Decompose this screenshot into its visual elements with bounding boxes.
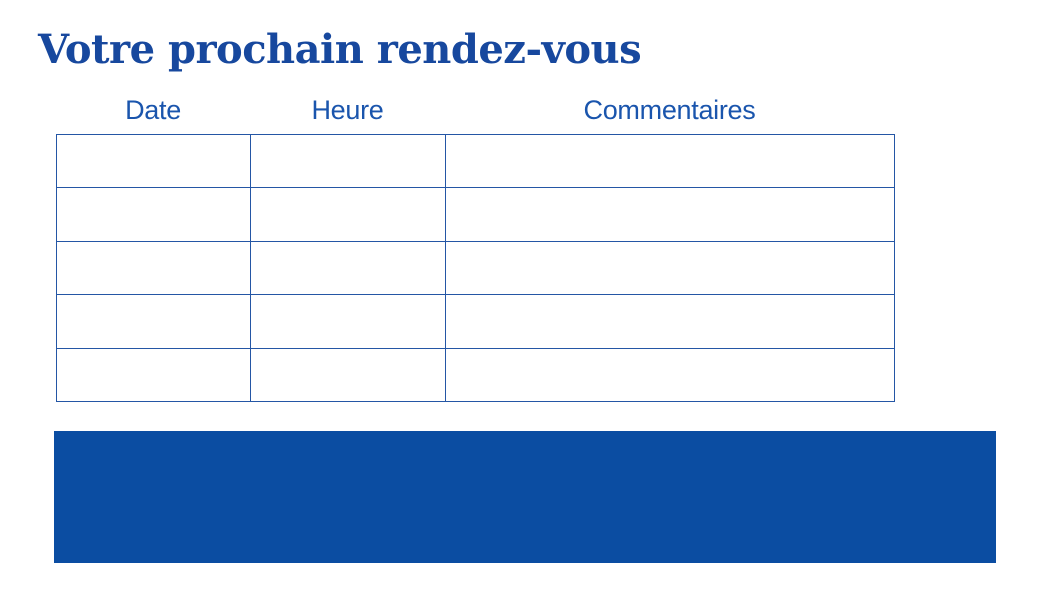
table-cell (445, 294, 895, 349)
table-cell (250, 133, 446, 189)
table-row (56, 347, 895, 402)
table-cell (250, 294, 446, 349)
table-cell (250, 240, 446, 296)
table-cell (445, 133, 895, 189)
column-header-commentaires: Commentaires (583, 95, 756, 125)
table-cell (56, 240, 251, 296)
appointments-table (56, 133, 895, 402)
table-cell (56, 294, 251, 349)
table-cell (250, 187, 446, 242)
table-cell (56, 187, 251, 242)
table-cell (56, 347, 251, 402)
table-row (56, 294, 895, 349)
appointments-table-body (56, 133, 895, 402)
table-cell (445, 347, 895, 402)
table-cell (445, 240, 895, 296)
bottom-banner (54, 431, 996, 563)
table-row (56, 240, 895, 296)
column-header-heure: Heure (311, 95, 384, 125)
table-row (56, 187, 895, 242)
table-row (56, 133, 895, 189)
page-title: Votre prochain rendez-vous (38, 26, 642, 73)
column-header-date: Date (125, 95, 181, 125)
table-cell (250, 347, 446, 402)
table-cell (445, 187, 895, 242)
table-column-headers: Date Heure Commentaires (56, 94, 894, 126)
table-cell (56, 133, 251, 189)
